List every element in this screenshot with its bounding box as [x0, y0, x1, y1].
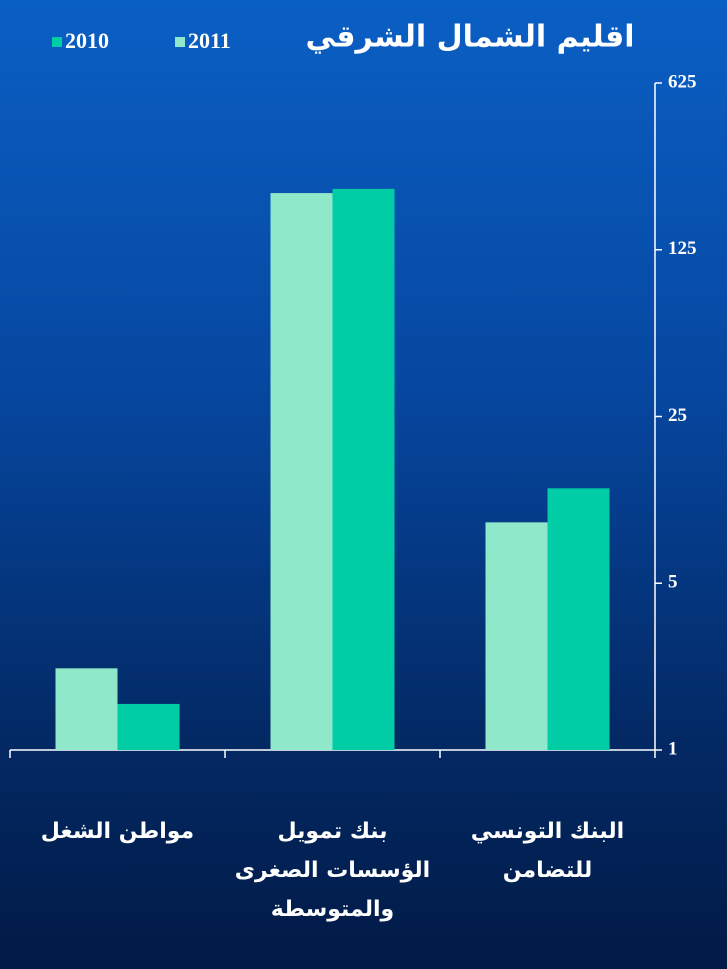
x-tick-label: مواطن الشغل — [40, 819, 195, 844]
y-tick-label: 625 — [668, 71, 697, 92]
bar — [117, 703, 180, 750]
bar — [485, 522, 548, 750]
chart-title: اقليم الشمال الشرقي — [305, 20, 634, 55]
y-tick-label: 25 — [668, 405, 687, 426]
bar — [55, 668, 118, 750]
y-tick-label: 5 — [668, 572, 678, 593]
bar — [332, 188, 395, 750]
legend-swatch — [52, 37, 62, 47]
y-tick-label: 125 — [668, 238, 697, 259]
x-tick-label: بنك تمويل الؤسسات الصغرى والمتوسطة — [234, 819, 431, 922]
legend-swatch — [175, 37, 185, 47]
bar — [547, 488, 610, 750]
y-tick-label: 1 — [668, 738, 678, 759]
legend-label: 2010 — [65, 28, 109, 53]
x-tick-label: البنك التونسي للتضامن — [470, 819, 625, 883]
legend-label: 2011 — [188, 28, 231, 53]
bar — [270, 193, 333, 750]
